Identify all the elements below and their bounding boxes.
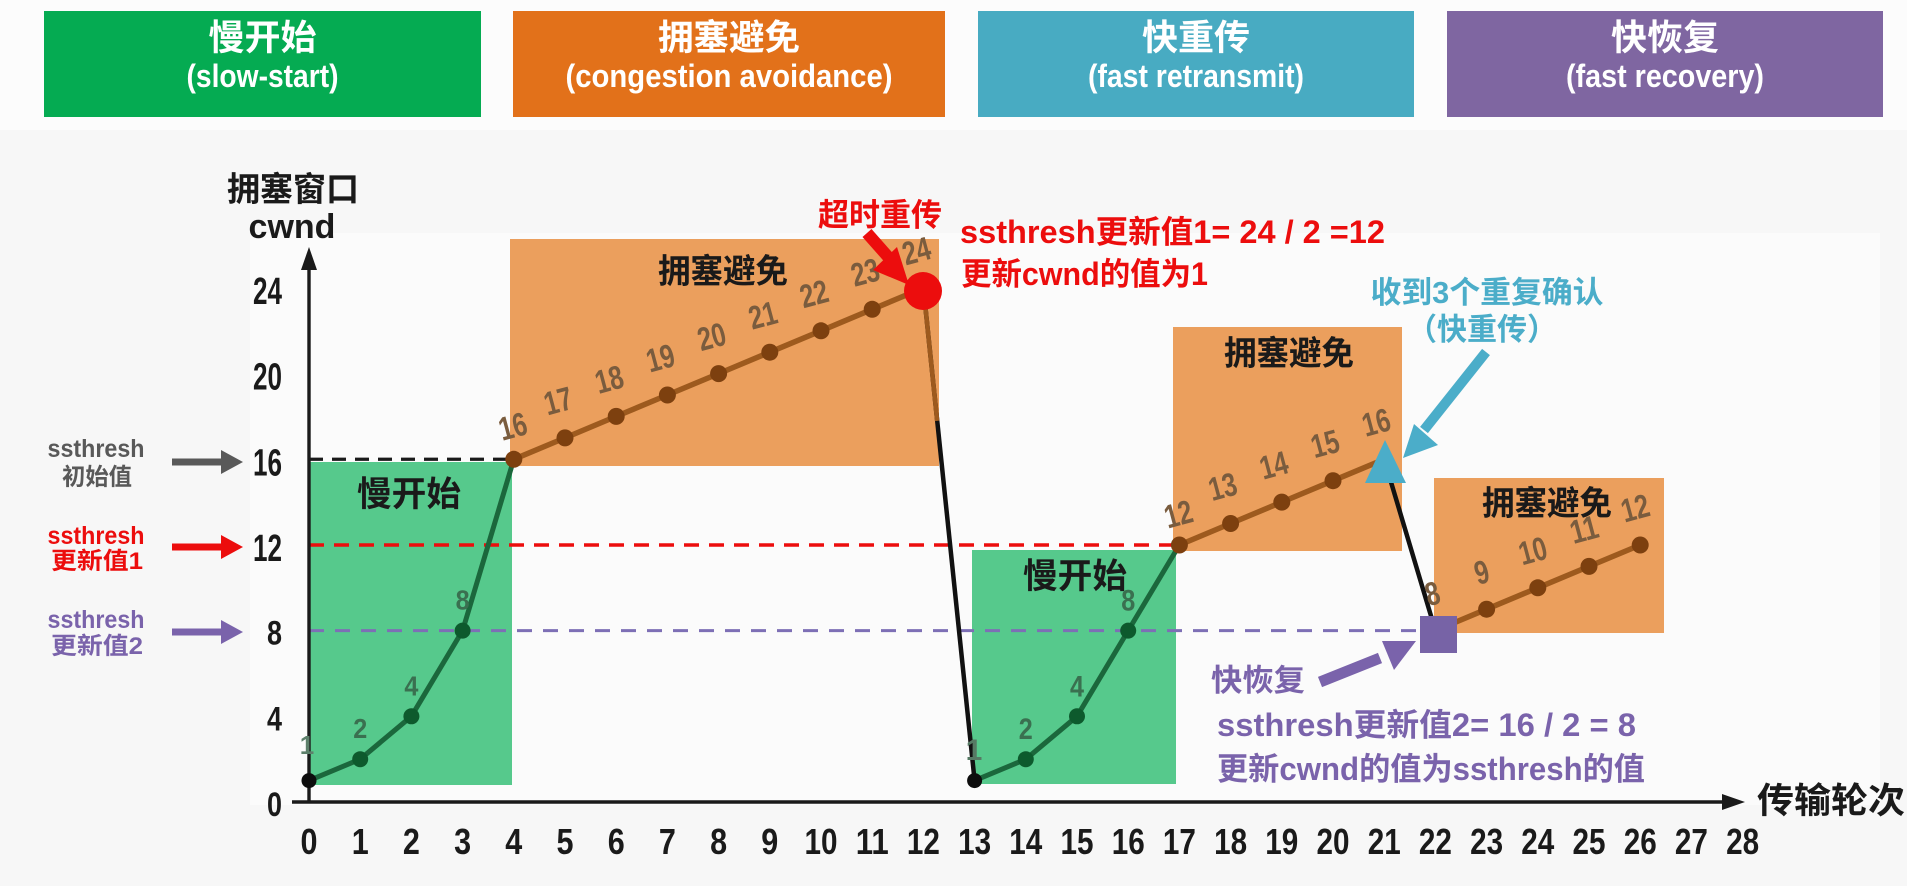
svg-text:4: 4 [505, 821, 522, 862]
svg-text:1: 1 [352, 821, 369, 862]
svg-text:24: 24 [1521, 821, 1554, 862]
svg-text:(fast retransmit): (fast retransmit) [1088, 58, 1304, 94]
svg-text:28: 28 [1726, 821, 1759, 862]
svg-text:14: 14 [1009, 821, 1042, 862]
svg-text:1: 1 [966, 734, 983, 767]
svg-text:5: 5 [557, 821, 574, 862]
svg-text:27: 27 [1675, 821, 1708, 862]
svg-text:拥塞避免: 拥塞避免 [1224, 335, 1354, 373]
svg-text:2: 2 [353, 713, 367, 744]
svg-text:24: 24 [253, 271, 282, 313]
svg-text:拥塞避免: 拥塞避免 [658, 253, 788, 291]
svg-text:9: 9 [761, 821, 778, 862]
svg-text:20: 20 [1317, 821, 1350, 862]
svg-text:(congestion avoidance): (congestion avoidance) [566, 58, 893, 94]
svg-text:0: 0 [267, 786, 282, 824]
svg-text:收到3个重复确认: 收到3个重复确认 [1371, 275, 1604, 310]
svg-text:4: 4 [404, 670, 418, 701]
svg-text:2: 2 [403, 821, 420, 862]
svg-text:拥塞窗口: 拥塞窗口 [227, 171, 359, 209]
svg-text:快恢复: 快恢复 [1611, 17, 1719, 58]
svg-text:超时重传: 超时重传 [818, 197, 942, 233]
svg-text:快恢复: 快恢复 [1211, 663, 1305, 698]
svg-text:13: 13 [958, 821, 991, 862]
svg-text:拥塞避免: 拥塞避免 [658, 17, 800, 58]
svg-text:8: 8 [1121, 585, 1135, 618]
svg-text:20: 20 [253, 357, 282, 399]
svg-text:4: 4 [267, 700, 282, 738]
svg-text:（快重传）: （快重传） [1407, 312, 1557, 347]
svg-text:17: 17 [1163, 821, 1196, 862]
svg-text:8: 8 [267, 615, 282, 653]
svg-text:(fast recovery): (fast recovery) [1566, 58, 1764, 94]
svg-text:3: 3 [454, 821, 471, 862]
svg-text:18: 18 [1214, 821, 1247, 862]
svg-text:传输轮次: 传输轮次 [1757, 780, 1905, 821]
svg-text:12: 12 [253, 528, 282, 570]
svg-text:11: 11 [856, 821, 889, 862]
svg-text:ssthresh更新值1= 24 / 2 =12: ssthresh更新值1= 24 / 2 =12 [960, 214, 1385, 250]
svg-text:8: 8 [456, 585, 470, 616]
svg-text:(slow-start): (slow-start) [187, 58, 339, 94]
svg-text:1: 1 [300, 730, 314, 760]
svg-text:拥塞避免: 拥塞避免 [1482, 485, 1612, 523]
svg-text:16: 16 [1112, 821, 1145, 862]
svg-text:15: 15 [1061, 821, 1094, 862]
svg-text:26: 26 [1624, 821, 1657, 862]
svg-text:21: 21 [1368, 821, 1401, 862]
svg-text:16: 16 [253, 442, 282, 484]
svg-text:慢开始: 慢开始 [209, 17, 317, 58]
svg-text:19: 19 [1265, 821, 1298, 862]
svg-text:初始值: 初始值 [62, 464, 132, 491]
svg-text:12: 12 [907, 821, 940, 862]
svg-text:0: 0 [301, 821, 318, 862]
svg-text:ssthresh更新值2= 16 / 2 = 8: ssthresh更新值2= 16 / 2 = 8 [1217, 707, 1636, 743]
svg-text:23: 23 [1470, 821, 1503, 862]
svg-text:快重传: 快重传 [1142, 17, 1250, 58]
svg-text:4: 4 [1070, 670, 1084, 703]
svg-text:8: 8 [710, 821, 727, 862]
svg-text:cwnd: cwnd [249, 208, 336, 246]
svg-text:慢开始: 慢开始 [1023, 557, 1127, 596]
svg-text:更新cwnd的值为ssthresh的值: 更新cwnd的值为ssthresh的值 [1217, 751, 1645, 787]
svg-text:ssthresh: ssthresh [48, 606, 145, 634]
svg-text:慢开始: 慢开始 [357, 475, 461, 514]
svg-text:7: 7 [659, 821, 676, 862]
svg-text:更新值1: 更新值1 [51, 548, 143, 575]
svg-text:更新cwnd的值为1: 更新cwnd的值为1 [961, 256, 1208, 292]
svg-text:22: 22 [1419, 821, 1452, 862]
svg-text:10: 10 [805, 821, 838, 862]
svg-text:更新值2: 更新值2 [51, 633, 143, 660]
svg-text:ssthresh: ssthresh [48, 435, 145, 463]
svg-text:6: 6 [608, 821, 625, 862]
svg-text:25: 25 [1573, 821, 1606, 862]
svg-text:ssthresh: ssthresh [48, 522, 145, 550]
svg-text:2: 2 [1019, 713, 1033, 746]
